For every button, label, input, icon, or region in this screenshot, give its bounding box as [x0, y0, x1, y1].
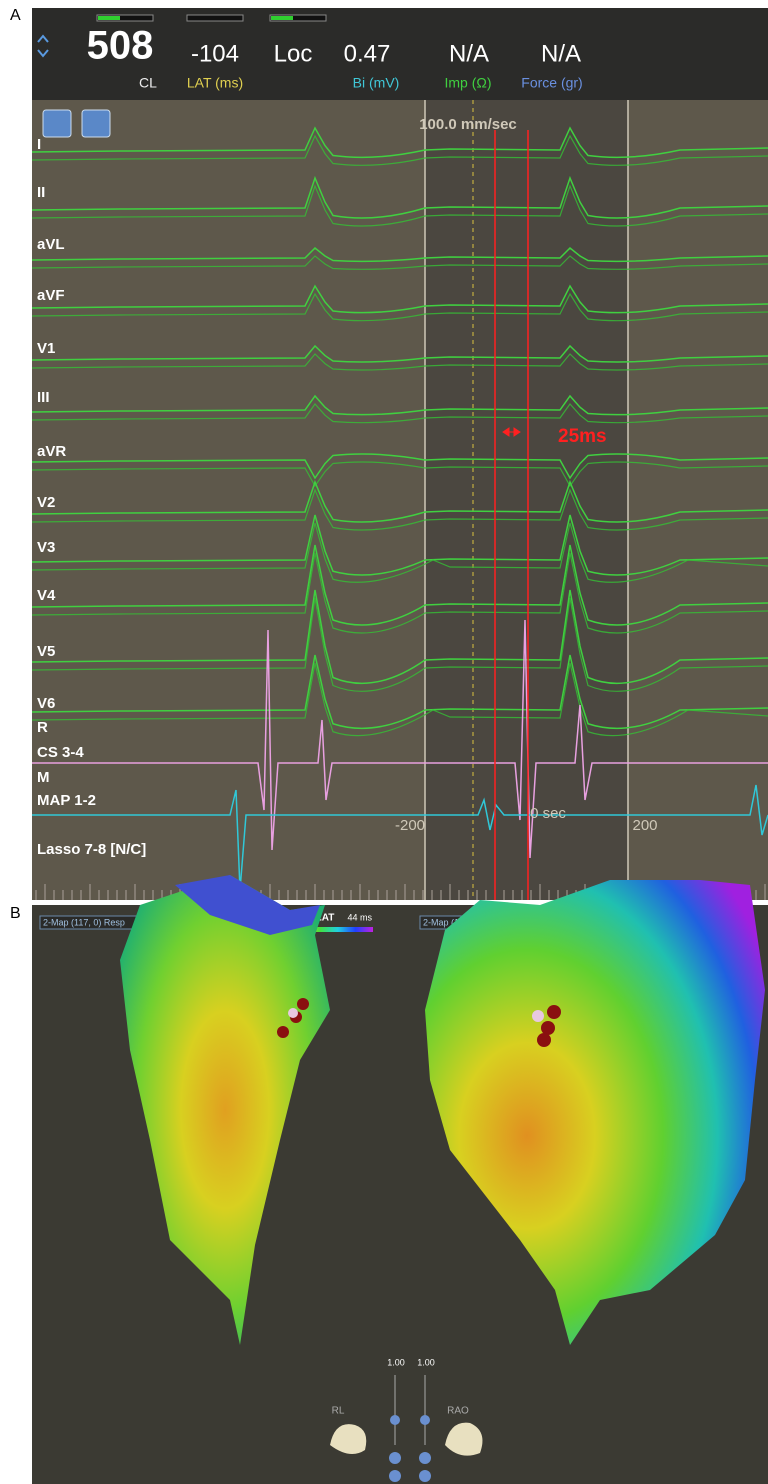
indicator-fill: [98, 16, 120, 20]
lead-label: V1: [37, 340, 55, 357]
slider-knob[interactable]: [390, 1415, 400, 1425]
readout-label: LAT (ms): [187, 75, 243, 91]
readout-value: N/A: [541, 40, 581, 67]
sweep-speed: 100.0 mm/sec: [419, 116, 517, 133]
lead-label: aVR: [37, 443, 66, 460]
readout-value: N/A: [449, 40, 489, 67]
rotate-button[interactable]: [389, 1470, 401, 1482]
readout-value: 508: [87, 24, 154, 68]
readout-label: Imp (Ω): [444, 75, 491, 91]
scale-max: 44 ms: [347, 912, 372, 922]
lead-label: Lasso 7-8 [N/C]: [37, 841, 146, 858]
rotate-button[interactable]: [419, 1452, 431, 1464]
lead-label: V2: [37, 494, 55, 511]
lead-label: aVF: [37, 287, 65, 304]
rotate-button[interactable]: [419, 1470, 431, 1482]
lead-label: aVL: [37, 236, 65, 253]
lead-label: MAP 1-2: [37, 792, 96, 809]
lead-label: M: [37, 769, 50, 786]
time-label: -200: [395, 817, 425, 834]
indicator-fill: [271, 16, 293, 20]
panel-label: B: [10, 905, 21, 922]
time-label: 0 sec: [530, 805, 566, 822]
zoom-value: 1.00: [417, 1357, 435, 1367]
map-name: 2-Map (117, 0) Resp: [43, 917, 125, 927]
ecg-area: [32, 100, 768, 900]
slider-knob[interactable]: [420, 1415, 430, 1425]
lead-label: R: [37, 719, 48, 736]
tool-button[interactable]: [82, 110, 110, 137]
interval-annotation: 25ms: [558, 426, 607, 447]
readout-value: Loc: [274, 40, 313, 67]
zoom-value: 1.00: [387, 1357, 405, 1367]
lead-label: I: [37, 136, 41, 153]
lead-label: V4: [37, 587, 56, 604]
panel-label: A: [10, 7, 21, 24]
readout-value: 0.47: [344, 40, 391, 67]
time-label: 200: [632, 817, 657, 834]
lead-label: III: [37, 389, 50, 406]
lead-label: V6: [37, 695, 55, 712]
lead-label: V3: [37, 539, 55, 556]
lead-label: V5: [37, 643, 55, 660]
lead-label: II: [37, 184, 45, 201]
readout-label: Force (gr): [521, 75, 582, 91]
readout-value: -104: [191, 40, 239, 67]
lead-label: CS 3-4: [37, 744, 84, 761]
rotate-button[interactable]: [389, 1452, 401, 1464]
readout-label: Bi (mV): [353, 75, 400, 91]
tool-button[interactable]: [43, 110, 71, 137]
figure: A 508 CL -104 LAT (ms) Loc 0.47 Bi (mV) …: [0, 0, 768, 1484]
view-orientation: RAO: [447, 1406, 469, 1417]
window-region: [425, 100, 628, 900]
view-orientation: RL: [332, 1406, 345, 1417]
readout-label: CL: [139, 75, 157, 91]
indicator: [187, 15, 243, 21]
